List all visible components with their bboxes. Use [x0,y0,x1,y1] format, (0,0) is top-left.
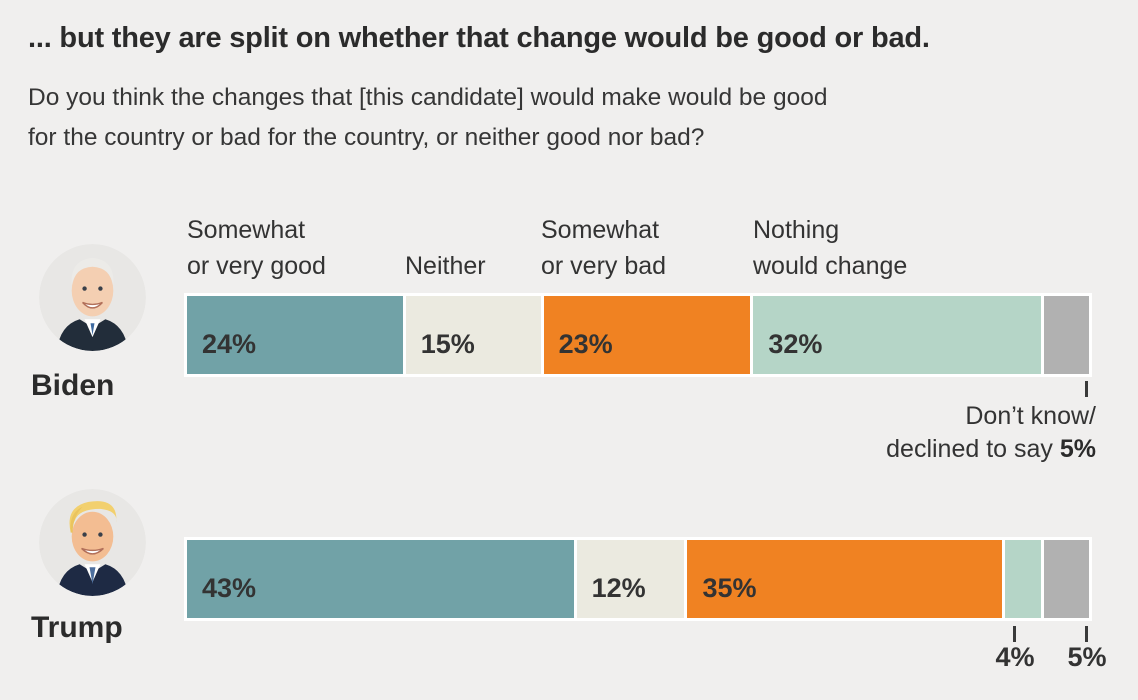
bar-segment-value-label: 12% [591,573,646,603]
biden-dont-know-value: 5% [1059,435,1096,463]
column-header-nothing-would-change: Nothing would change [753,212,907,284]
trump-nothing-would-change-value: 4% [995,642,1035,672]
header-line: Somewhat [187,216,306,244]
header-line: Somewhat [541,216,660,244]
header-line: or very bad [541,252,667,280]
bar-segment-biden-somewhat-or-very-good: 24% [187,296,403,374]
column-header-neither: Neither [405,212,486,284]
row-label-biden: Biden [31,369,115,402]
biden-portrait-image [39,244,146,351]
subtitle-line-1: Do you think the changes that [this cand… [28,84,828,111]
bar-segment-value-label: 23% [558,329,613,359]
subtitle-line-2: for the country or bad for the country, … [28,124,705,151]
column-header-somewhat-or-very-bad: Somewhat or very bad [541,212,666,284]
biden-avatar [39,244,146,351]
trump-stacked-bar: 43% 12% 35% [184,537,1092,621]
header-line: would change [753,252,908,280]
note-line-2: declined to say 5% [886,435,1096,463]
bar-segment-trump-don-t-know-declined-to-say [1044,540,1089,618]
bar-segment-trump-neither: 12% [576,540,685,618]
bar-segment-biden-neither: 15% [405,296,541,374]
bar-segment-trump-nothing-would-change [1005,540,1042,618]
note-line-1: Don’t know/ [965,402,1096,430]
header-line: or very good [187,252,326,280]
bar-segment-biden-somewhat-or-very-bad: 23% [543,296,751,374]
biden-dont-know-tick [1085,381,1088,397]
chart-subtitle: Do you think the changes that [this cand… [28,78,828,158]
chart-title: ... but they are split on whether that c… [28,22,930,54]
bar-segment-value-label: 43% [202,573,257,603]
bar-segment-value-label: 15% [420,329,475,359]
biden-dont-know-note: Don’t know/ declined to say 5% [886,400,1096,466]
row-label-trump: Trump [31,611,123,644]
bar-segment-trump-somewhat-or-very-bad: 35% [687,540,1003,618]
bar-segment-biden-nothing-would-change: 32% [753,296,1042,374]
bar-segment-biden-don-t-know-declined-to-say [1044,296,1089,374]
trump-dont-know-tick [1085,626,1088,642]
trump-dont-know-value: 5% [1067,642,1107,672]
column-header-somewhat-or-very-good: Somewhat or very good [187,212,326,284]
trump-portrait-image [39,489,146,596]
trump-nothing-would-change-tick [1013,626,1016,642]
header-line: Neither [405,252,486,280]
bar-segment-value-label: 24% [202,329,257,359]
bar-segment-value-label: 32% [768,329,823,359]
header-line: Nothing [753,216,840,244]
biden-stacked-bar: 24% 15% 23% 32% [184,293,1092,377]
bar-segment-value-label: 35% [702,573,757,603]
bar-segment-trump-somewhat-or-very-good: 43% [187,540,574,618]
trump-avatar [39,489,146,596]
